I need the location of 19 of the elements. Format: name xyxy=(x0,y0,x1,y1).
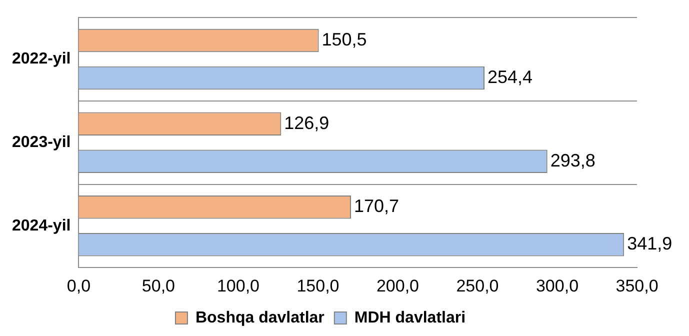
x-tick-label: 200,0 xyxy=(376,276,420,296)
legend-label: Boshqa davlatlar xyxy=(195,309,324,326)
x-tick-label: 150,0 xyxy=(296,276,340,296)
x-tick-label: 250,0 xyxy=(456,276,499,296)
data-label: 170,7 xyxy=(354,196,400,216)
data-label: 254,4 xyxy=(488,66,533,87)
y-tick-label: 2022-yil xyxy=(12,50,71,68)
x-tick-label: 300,0 xyxy=(536,276,579,296)
legend-label: MDH davlatlari xyxy=(354,309,466,326)
data-label: 150,5 xyxy=(322,29,367,50)
x-tick-label: 100,0 xyxy=(216,276,260,296)
x-tick-label: 0,0 xyxy=(66,276,91,296)
data-label: 341,9 xyxy=(627,234,672,254)
x-tick-label: 350,0 xyxy=(616,276,658,296)
y-tick-label: 2024-yil xyxy=(12,217,71,234)
y-tick-label: 2023-yil xyxy=(12,134,71,152)
data-label: 293,8 xyxy=(550,150,596,170)
data-label: 126,9 xyxy=(284,112,330,133)
x-tick-label: 50,0 xyxy=(142,276,176,296)
